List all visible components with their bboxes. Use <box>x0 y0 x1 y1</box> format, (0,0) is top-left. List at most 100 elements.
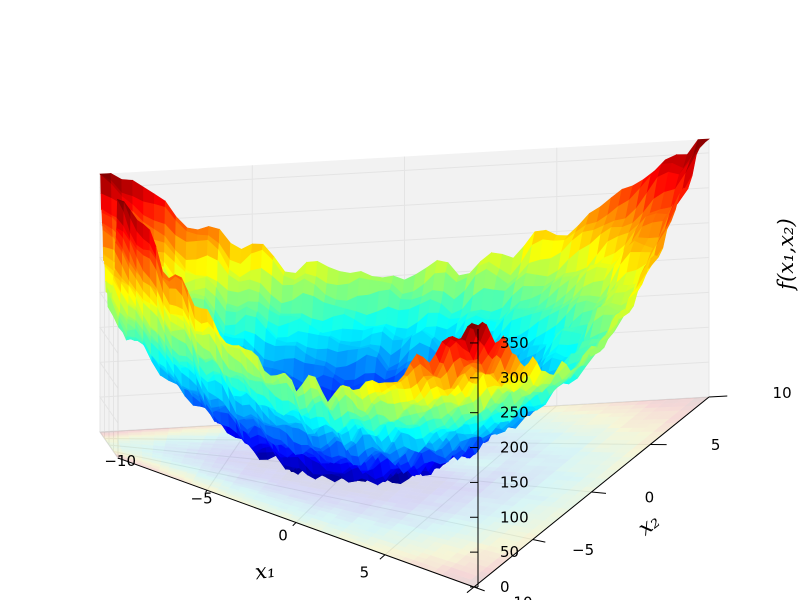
floor-contour-cell <box>223 447 236 450</box>
floor-contour-cell <box>184 454 196 458</box>
floor-contour-cell <box>181 461 192 465</box>
floor-contour-cell <box>441 470 457 475</box>
floor-contour-cell <box>328 510 341 515</box>
floor-contour-cell <box>178 469 188 473</box>
floor-contour-cell <box>564 489 581 496</box>
floor-contour-cell <box>214 478 225 482</box>
floor-contour-cell <box>245 465 257 469</box>
floor-contour-cell <box>567 414 586 419</box>
floor-contour-cell <box>163 451 175 454</box>
floor-contour-cell <box>434 477 449 482</box>
floor-contour-cell <box>217 488 228 493</box>
floor-contour-cell <box>183 456 195 459</box>
floor-contour-cell <box>550 418 568 423</box>
floor-contour-cell <box>233 449 247 452</box>
floor-contour-cell <box>585 420 604 425</box>
floor-contour-cell <box>323 493 336 498</box>
floor-contour-cell <box>191 462 203 466</box>
floor-contour-cell <box>447 517 461 524</box>
surface-facet <box>169 287 177 307</box>
floor-contour-cell <box>154 432 169 434</box>
floor-contour-cell <box>304 522 315 529</box>
floor-contour-cell <box>175 447 188 449</box>
floor-contour-cell <box>214 461 226 465</box>
floor-contour-cell <box>543 496 560 503</box>
floor-contour-cell <box>409 540 422 547</box>
floor-contour-cell <box>522 453 539 458</box>
floor-contour-cell <box>482 456 499 460</box>
floor-contour-cell <box>394 523 408 529</box>
floor-contour-cell <box>536 482 553 488</box>
floor-contour-cell <box>502 449 519 454</box>
floor-contour-cell <box>111 449 123 452</box>
floor-contour-cell <box>489 531 505 538</box>
floor-contour-cell <box>650 419 670 424</box>
floor-contour-cell <box>141 438 155 440</box>
floor-contour-cell <box>219 485 230 490</box>
floor-contour-cell <box>363 488 377 493</box>
floor-contour-cell <box>510 453 527 458</box>
floor-contour-cell <box>533 422 551 427</box>
floor-contour-cell <box>230 484 242 489</box>
floor-contour-cell <box>438 525 453 531</box>
floor-contour-cell <box>621 401 640 406</box>
floor-contour-cell <box>133 459 143 463</box>
floor-contour-cell <box>369 524 382 531</box>
floor-contour-cell <box>237 461 249 464</box>
floor-contour-cell <box>153 440 167 442</box>
floor-contour-cell <box>120 446 132 449</box>
floor-contour-cell <box>454 570 468 577</box>
floor-contour-cell <box>107 443 120 445</box>
floor-contour-cell <box>336 534 348 541</box>
floor-contour-cell <box>205 434 220 436</box>
floor-contour-cell <box>625 408 644 413</box>
floor-contour-cell <box>493 467 510 472</box>
floor-contour-cell <box>645 423 664 428</box>
floor-contour-cell <box>478 449 494 453</box>
floor-contour-cell <box>370 513 384 519</box>
floor-contour-cell <box>409 559 422 567</box>
floor-contour-cell <box>262 485 274 490</box>
floor-contour-cell <box>285 485 297 490</box>
floor-contour-cell <box>477 481 493 486</box>
floor-contour-cell <box>187 447 200 450</box>
floor-contour-cell <box>197 472 207 476</box>
floor-contour-cell <box>480 539 495 546</box>
floor-contour-cell <box>184 477 194 482</box>
floor-contour-cell <box>103 437 117 438</box>
floor-contour-cell <box>117 439 130 441</box>
floor-contour-cell <box>192 459 204 463</box>
floor-contour-cell <box>207 472 218 477</box>
floor-contour-cell <box>456 479 471 484</box>
floor-contour-cell <box>423 476 438 481</box>
floor-contour-cell <box>426 555 440 562</box>
floor-contour-cell <box>527 490 543 496</box>
floor-contour-cell <box>141 443 154 445</box>
floor-contour-cell <box>167 433 181 436</box>
floor-contour-cell <box>133 458 143 462</box>
floor-contour-cell <box>165 441 179 443</box>
floor-contour-cell <box>413 556 427 563</box>
floor-contour-cell <box>352 519 364 526</box>
floor-contour-cell <box>559 421 577 426</box>
floor-contour-cell <box>201 464 213 468</box>
floor-contour-cell <box>426 535 440 542</box>
floor-contour-cell <box>396 541 410 548</box>
floor-contour-cell <box>330 497 343 503</box>
floor-contour-cell <box>352 540 365 546</box>
floor-contour-cell <box>267 479 280 484</box>
floor-contour-cell <box>611 420 630 425</box>
floor-contour-cell <box>482 498 497 504</box>
floor-contour-cell <box>318 498 331 503</box>
floor-contour-cell <box>627 427 646 432</box>
floor-contour-cell <box>179 465 190 469</box>
floor-contour-cell <box>444 489 460 494</box>
floor-contour-cell <box>190 465 201 469</box>
floor-contour-cell <box>250 487 261 492</box>
floor-contour-cell <box>129 439 142 441</box>
floor-contour-cell <box>150 465 160 469</box>
floor-contour-cell <box>180 432 195 434</box>
surface-facet <box>337 270 351 286</box>
floor-contour-cell <box>200 444 214 447</box>
floor-contour-cell <box>210 447 224 450</box>
